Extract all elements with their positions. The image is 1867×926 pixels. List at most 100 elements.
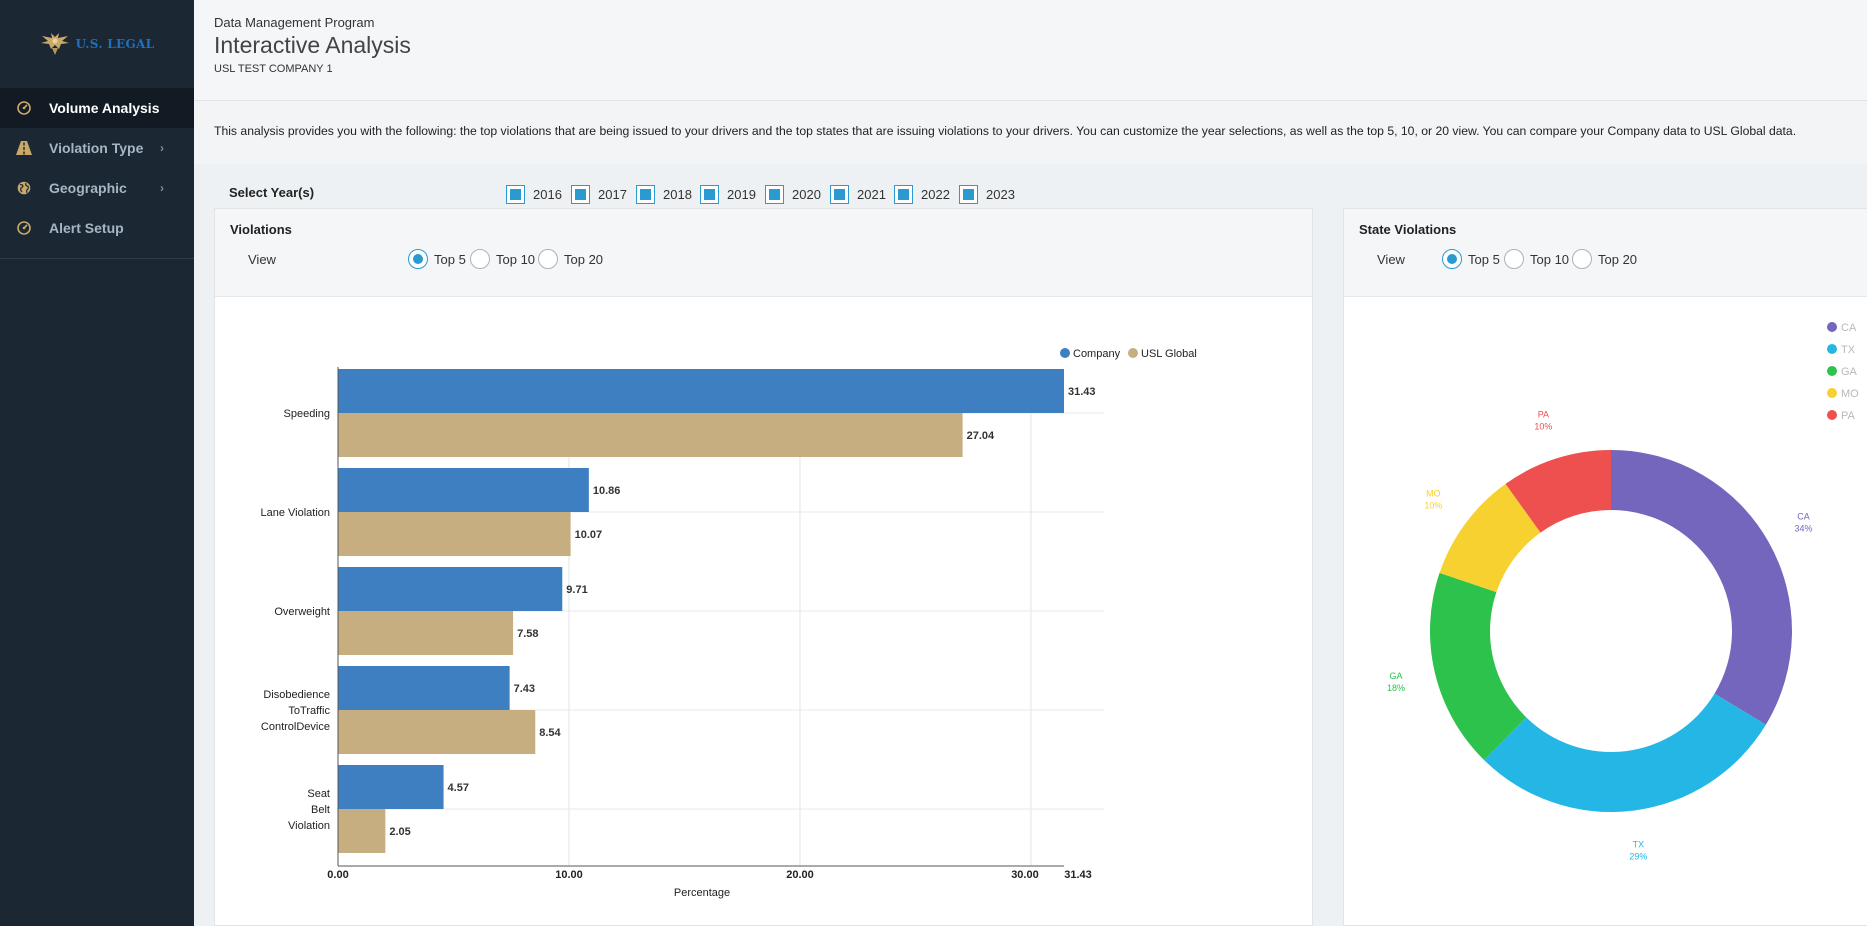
- radio-unselected[interactable]: [1572, 249, 1592, 269]
- radio-label: Top 20: [1598, 251, 1638, 267]
- category-label: Seat: [307, 788, 330, 800]
- checkbox-checked[interactable]: [571, 184, 590, 204]
- violations-top5-radio[interactable]: Top 5: [408, 249, 466, 269]
- checkbox-checked[interactable]: [506, 184, 525, 204]
- state-donut-chart: CA 34% TX 29% GA 18% MO 10% PA 10% CA TX GA MO PA: [1387, 322, 1859, 861]
- bar-usl-global: [338, 512, 571, 556]
- legend-marker: [1128, 348, 1138, 358]
- eagle-icon: [40, 33, 69, 55]
- year-checkbox-2017[interactable]: 2017: [571, 184, 627, 204]
- state-top5-radio[interactable]: Top 5: [1442, 249, 1500, 269]
- year-checkbox-2020[interactable]: 2020: [765, 184, 821, 204]
- legend-label: MO: [1841, 388, 1859, 400]
- sidebar-item-alert-setup[interactable]: Alert Setup: [0, 208, 194, 248]
- donut-slice-ga: [1430, 572, 1527, 760]
- radio-label: Top 5: [1468, 251, 1500, 267]
- year-checkbox-2023[interactable]: 2023: [959, 184, 1015, 204]
- category-label: Violation: [288, 820, 330, 832]
- sidebar-item-label: Geographic: [49, 180, 127, 196]
- legend-marker: [1827, 322, 1837, 332]
- checkbox-checked[interactable]: [959, 184, 978, 204]
- category-label: Lane Violation: [260, 507, 330, 519]
- sidebar-nav: Volume Analysis Violation Type › Geograp…: [0, 88, 194, 248]
- gauge-icon: [16, 220, 32, 236]
- legend-label: PA: [1841, 410, 1856, 422]
- data-label: 2.05: [389, 826, 410, 838]
- data-label: 10.07: [575, 529, 603, 541]
- year-checkbox-2022[interactable]: 2022: [894, 184, 950, 204]
- slice-label: TX: [1633, 839, 1645, 849]
- radio-selected[interactable]: [408, 249, 428, 269]
- x-tick-label: 30.00: [1011, 869, 1039, 881]
- radio-label: Top 10: [496, 251, 536, 267]
- state-panel-header: State Violations View Top 5 Top 10 Top 2…: [1344, 209, 1867, 297]
- chevron-right-icon: ›: [160, 181, 164, 195]
- category-label: ControlDevice: [261, 721, 330, 733]
- radio-unselected[interactable]: [1504, 249, 1524, 269]
- slice-label: GA: [1389, 671, 1402, 681]
- donut-slice-mo: [1439, 483, 1541, 593]
- year-checkbox-2019[interactable]: 2019: [700, 184, 756, 204]
- legend-marker: [1827, 388, 1837, 398]
- sidebar-item-volume-analysis[interactable]: Volume Analysis: [0, 88, 194, 128]
- donut-slice-pa: [1505, 450, 1611, 533]
- bar-usl-global: [338, 611, 514, 655]
- radio-label: Top 10: [1530, 251, 1570, 267]
- legend-marker: [1827, 366, 1837, 376]
- page-subtitle: Data Management Program: [214, 15, 375, 30]
- year-label: 2018: [663, 186, 692, 202]
- violations-top20-radio[interactable]: Top 20: [538, 249, 603, 269]
- year-checkbox-2018[interactable]: 2018: [636, 184, 692, 204]
- bar-usl-global: [338, 413, 963, 457]
- analysis-description: This analysis provides you with the foll…: [214, 124, 1797, 138]
- page-title: Interactive Analysis: [214, 32, 411, 58]
- sidebar-item-geographic[interactable]: Geographic ›: [0, 168, 194, 208]
- radio-unselected[interactable]: [538, 249, 558, 269]
- bar-company: [338, 765, 444, 809]
- radio-selected[interactable]: [1442, 249, 1462, 269]
- year-label: 2021: [857, 186, 886, 202]
- violations-top10-radio[interactable]: Top 10: [470, 249, 535, 269]
- category-label: Disobedience: [263, 689, 330, 701]
- checkbox-checked[interactable]: [765, 184, 784, 204]
- state-top20-radio[interactable]: Top 20: [1572, 249, 1637, 269]
- chevron-right-icon: ›: [160, 141, 164, 155]
- year-label: 2017: [598, 186, 627, 202]
- violations-panel-title: Violations: [230, 222, 292, 237]
- category-label: ToTraffic: [288, 705, 330, 717]
- data-label: 7.58: [517, 628, 538, 640]
- logo[interactable]: U.S. LEGAL: [0, 0, 194, 88]
- x-axis-title: Percentage: [674, 887, 730, 899]
- bar-company: [338, 468, 589, 512]
- year-checkbox-2021[interactable]: 2021: [830, 184, 886, 204]
- slice-label: MO: [1426, 488, 1441, 498]
- slice-percent-label: 18%: [1387, 683, 1405, 693]
- sidebar-item-violation-type[interactable]: Violation Type ›: [0, 128, 194, 168]
- bar-company: [338, 666, 510, 710]
- donut-slice-ca: [1611, 450, 1792, 725]
- category-label: Overweight: [274, 606, 330, 618]
- bar-usl-global: [338, 809, 386, 853]
- sidebar-item-label: Alert Setup: [49, 220, 124, 236]
- state-top10-radio[interactable]: Top 10: [1504, 249, 1569, 269]
- year-label: 2019: [727, 186, 756, 202]
- checkbox-checked[interactable]: [894, 184, 913, 204]
- x-tick-label: 31.43: [1064, 869, 1092, 881]
- bar-company: [338, 369, 1064, 413]
- year-label: 2023: [986, 186, 1015, 202]
- data-label: 9.71: [566, 584, 587, 596]
- sidebar-item-label: Violation Type: [49, 140, 144, 156]
- category-label: Belt: [311, 804, 330, 816]
- gauge-icon: [16, 100, 32, 116]
- year-checkbox-2016[interactable]: 2016: [506, 184, 562, 204]
- company-name: USL TEST COMPANY 1: [214, 63, 333, 75]
- legend-label: GA: [1841, 366, 1858, 378]
- checkbox-checked[interactable]: [636, 184, 655, 204]
- data-label: 31.43: [1068, 386, 1096, 398]
- radio-label: Top 20: [564, 251, 604, 267]
- radio-unselected[interactable]: [470, 249, 490, 269]
- checkbox-checked[interactable]: [700, 184, 719, 204]
- checkbox-checked[interactable]: [830, 184, 849, 204]
- bar-usl-global: [338, 710, 536, 754]
- view-label: View: [248, 252, 276, 267]
